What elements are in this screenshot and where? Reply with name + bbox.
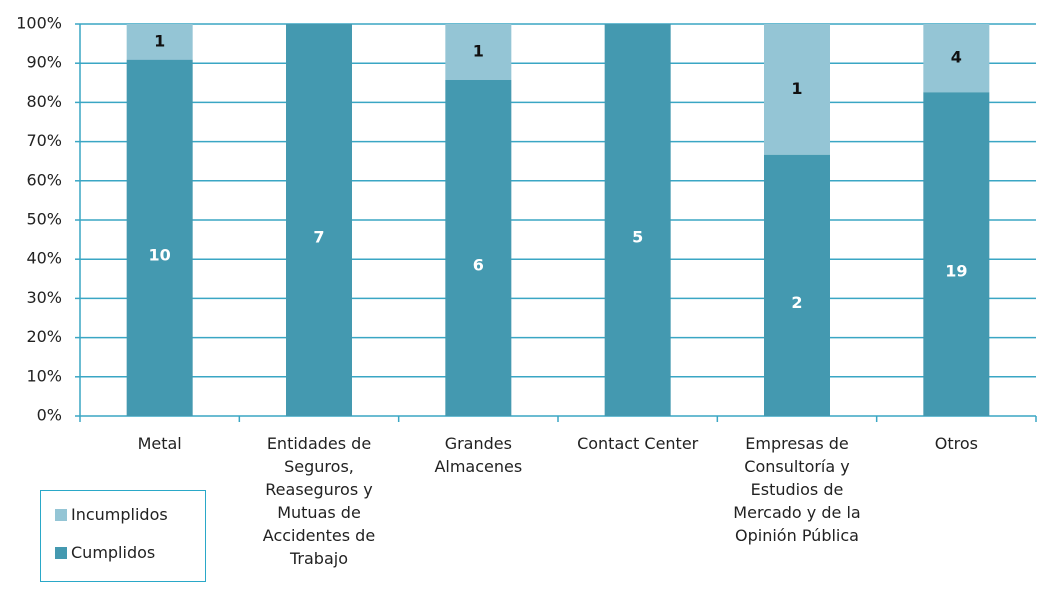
data-label: 19 xyxy=(945,262,967,281)
data-label: 1 xyxy=(154,31,165,50)
legend-item: Incumplidos xyxy=(55,505,168,524)
y-tick-label: 30% xyxy=(26,288,62,307)
bar-segment xyxy=(445,80,512,416)
y-tick-label: 70% xyxy=(26,131,62,150)
legend: Incumplidos Cumplidos xyxy=(40,490,206,582)
bar-segment xyxy=(286,24,352,416)
y-tick-label: 50% xyxy=(26,210,62,229)
data-label: 10 xyxy=(149,245,171,264)
y-tick-label: 0% xyxy=(37,406,62,425)
legend-item: Cumplidos xyxy=(55,543,155,562)
legend-swatch xyxy=(55,508,67,521)
y-tick-label: 40% xyxy=(26,249,62,268)
y-tick-label: 80% xyxy=(26,92,62,111)
bar-segment xyxy=(126,24,193,60)
bar-segment xyxy=(604,24,671,416)
bar-segment xyxy=(764,154,830,416)
x-tick-label: Otros xyxy=(934,434,978,453)
data-label: 1 xyxy=(791,79,802,98)
x-tick-label: Contact Center xyxy=(577,434,699,453)
y-tick-label: 60% xyxy=(26,170,62,189)
x-tick-label: Entidades de Seguros, Reaseguros y Mutua… xyxy=(262,434,376,568)
data-label: 2 xyxy=(791,293,802,312)
legend-label: Incumplidos xyxy=(71,505,168,524)
x-tick-label: Empresas de Consultoría y Estudios de Me… xyxy=(733,434,861,545)
bar-segment xyxy=(445,24,512,80)
x-tick-label: Metal xyxy=(137,434,182,453)
y-tick-label: 90% xyxy=(26,53,62,72)
data-label: 4 xyxy=(951,48,962,67)
x-tick-label: Grandes Almacenes xyxy=(434,434,523,476)
bar-segment xyxy=(764,24,830,155)
data-label: 1 xyxy=(473,42,484,61)
y-tick-label: 20% xyxy=(26,327,62,346)
bar-segment xyxy=(126,59,193,417)
legend-swatch xyxy=(55,546,67,559)
y-tick-label: 100% xyxy=(16,14,62,33)
data-label: 6 xyxy=(473,256,484,275)
data-label: 7 xyxy=(313,228,324,247)
bar-segment xyxy=(923,92,990,416)
y-tick-label: 10% xyxy=(26,366,62,385)
bar-segment xyxy=(923,24,990,93)
data-label: 5 xyxy=(632,228,643,247)
legend-label: Cumplidos xyxy=(71,543,156,562)
